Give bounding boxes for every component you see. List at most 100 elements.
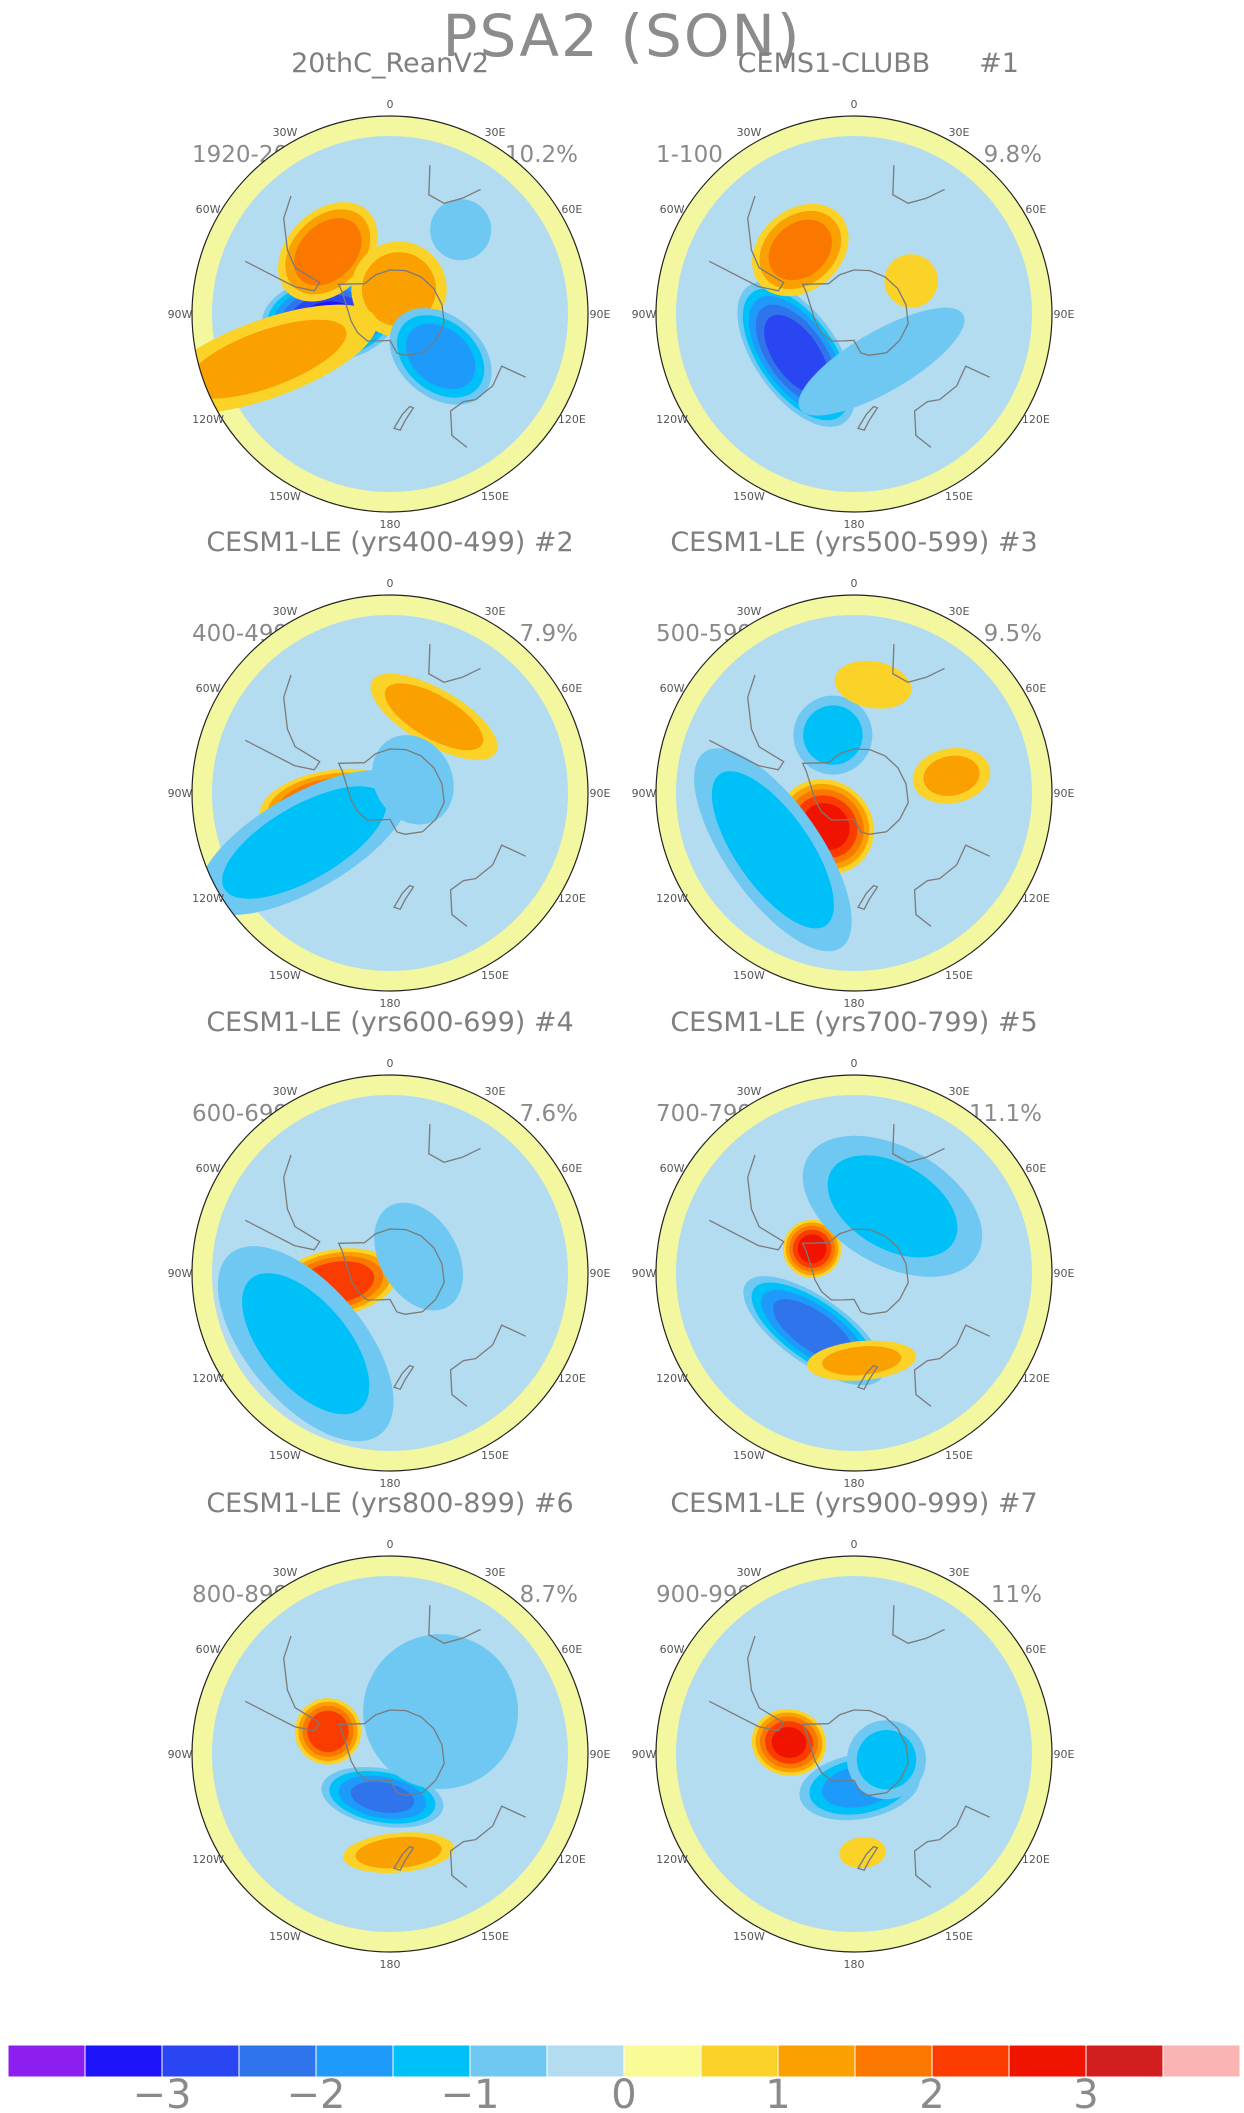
longitude-label: 120E bbox=[558, 1853, 586, 1866]
figure-title: PSA2 (SON) bbox=[443, 2, 802, 70]
panel-variance: 7.9% bbox=[520, 621, 578, 647]
longitude-label: 60W bbox=[660, 1162, 685, 1175]
panel-variance: 7.6% bbox=[520, 1101, 578, 1127]
longitude-label: 120W bbox=[656, 1372, 688, 1385]
longitude-label: 90W bbox=[168, 787, 193, 800]
longitude-label: 150W bbox=[269, 1930, 301, 1943]
map-boundary bbox=[655, 1074, 1053, 1472]
longitude-label: 120W bbox=[192, 892, 224, 905]
panel-title: CESM1-LE (yrs500-599) #3 bbox=[670, 527, 1037, 558]
map-boundary bbox=[191, 115, 589, 513]
longitude-label: 0 bbox=[387, 1538, 394, 1551]
coastline bbox=[393, 1364, 415, 1390]
longitude-label: 90E bbox=[590, 1267, 611, 1280]
longitude-label: 180 bbox=[844, 518, 865, 531]
panel-variance: 11% bbox=[991, 1582, 1042, 1608]
coastline bbox=[913, 1805, 990, 1888]
longitude-label: 150W bbox=[269, 1449, 301, 1462]
longitude-label: 90W bbox=[168, 308, 193, 321]
longitude-label: 180 bbox=[844, 1477, 865, 1490]
longitude-label: 150E bbox=[945, 1449, 973, 1462]
colorbar-label: 0 bbox=[611, 2072, 636, 2113]
longitude-label: 60E bbox=[1025, 682, 1046, 695]
coastline bbox=[709, 1635, 785, 1732]
anomaly-center bbox=[343, 1832, 455, 1874]
contour-field bbox=[656, 1556, 1052, 1952]
colorbar-label: −2 bbox=[287, 2072, 346, 2113]
longitude-label: 30E bbox=[485, 1566, 506, 1579]
coastline bbox=[709, 674, 785, 771]
longitude-label: 180 bbox=[380, 518, 401, 531]
longitude-label: 60W bbox=[660, 1643, 685, 1656]
longitude-label: 120W bbox=[656, 1853, 688, 1866]
contour-level bbox=[350, 1781, 415, 1813]
colorbar-label: 1 bbox=[765, 2072, 790, 2113]
longitude-label: 30E bbox=[485, 126, 506, 139]
panel-variance: 9.5% bbox=[984, 621, 1042, 647]
longitude-label: 90E bbox=[590, 1748, 611, 1761]
coastline bbox=[428, 1124, 481, 1163]
anomaly-center bbox=[752, 203, 849, 297]
contour-field bbox=[656, 595, 1052, 991]
colorbar-swatch bbox=[623, 2044, 702, 2078]
contour-level bbox=[797, 1234, 827, 1264]
anomaly-center bbox=[370, 673, 498, 760]
contour-level bbox=[768, 219, 832, 281]
anomaly-center bbox=[884, 254, 939, 308]
longitude-label: 180 bbox=[380, 1958, 401, 1971]
coastline bbox=[857, 1364, 879, 1390]
anomaly-center bbox=[363, 1634, 519, 1790]
longitude-label: 60E bbox=[561, 682, 582, 695]
longitude-label: 30W bbox=[273, 1566, 298, 1579]
colorbar-label: −1 bbox=[441, 2072, 500, 2113]
longitude-label: 60E bbox=[1025, 1643, 1046, 1656]
longitude-label: 30W bbox=[273, 605, 298, 618]
longitude-label: 0 bbox=[851, 577, 858, 590]
colorbar-swatch bbox=[315, 2044, 394, 2078]
colorbar: −3 −2 −1 0 1 2 3 bbox=[7, 2044, 1241, 2113]
contour-field bbox=[192, 595, 588, 991]
contour-level bbox=[242, 1273, 370, 1415]
panel-title: CESM1-LE (yrs600-699) #4 bbox=[206, 1007, 573, 1038]
map-boundary bbox=[191, 1074, 589, 1472]
coastline bbox=[337, 269, 445, 356]
contour-level bbox=[884, 254, 939, 308]
longitude-label: 120W bbox=[656, 892, 688, 905]
longitude-label: 90E bbox=[590, 787, 611, 800]
anomaly-center bbox=[846, 1720, 926, 1800]
colorbar-label: 3 bbox=[1073, 2072, 1098, 2113]
coastline bbox=[428, 644, 481, 683]
coastline bbox=[449, 365, 526, 448]
longitude-label: 30W bbox=[737, 126, 762, 139]
coastline bbox=[245, 1154, 321, 1251]
longitude-label: 60W bbox=[196, 1162, 221, 1175]
colorbar-swatch bbox=[700, 2044, 779, 2078]
longitude-label: 60W bbox=[196, 203, 221, 216]
coastline bbox=[913, 844, 990, 927]
longitude-label: 150E bbox=[481, 1930, 509, 1943]
longitude-label: 0 bbox=[387, 1057, 394, 1070]
longitude-label: 180 bbox=[380, 1477, 401, 1490]
contour-level bbox=[222, 786, 387, 899]
anomaly-center bbox=[217, 1246, 394, 1442]
coastline bbox=[801, 1228, 909, 1315]
anomaly-center bbox=[694, 748, 852, 952]
contour-field bbox=[192, 116, 588, 512]
coastline bbox=[892, 1124, 945, 1163]
contour-level bbox=[294, 218, 362, 286]
panel-number: #1 bbox=[979, 48, 1019, 79]
map-boundary bbox=[655, 115, 1053, 513]
anomaly-center bbox=[294, 1698, 362, 1765]
longitude-label: 150W bbox=[733, 1930, 765, 1943]
coastline bbox=[709, 1154, 785, 1251]
coastline bbox=[428, 1605, 481, 1644]
contour-level bbox=[798, 307, 965, 416]
coastline bbox=[857, 884, 879, 910]
coastline bbox=[245, 195, 321, 292]
coastline bbox=[857, 1845, 879, 1871]
